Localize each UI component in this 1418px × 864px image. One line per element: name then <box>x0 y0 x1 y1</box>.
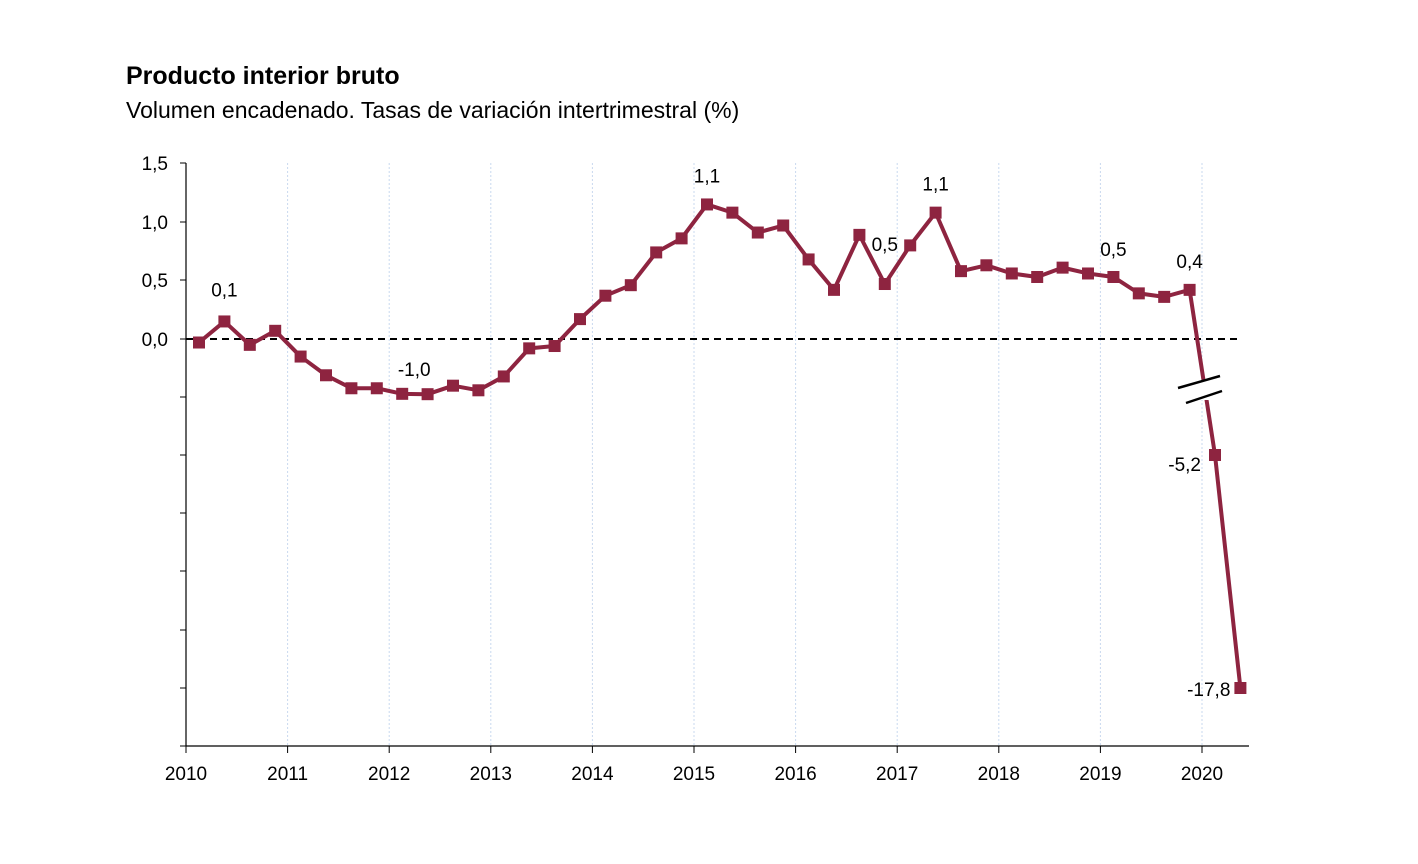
data-point-marker <box>574 313 586 326</box>
data-label: 0,5 <box>872 235 898 256</box>
data-label: 1,1 <box>922 175 948 196</box>
data-point-marker <box>320 369 332 382</box>
y-tick-label: 1,5 <box>142 154 168 175</box>
x-tick-label: 2012 <box>368 764 410 785</box>
data-point-marker <box>548 340 561 353</box>
data-point-marker <box>1082 267 1094 280</box>
data-point-marker <box>929 206 942 219</box>
data-point-marker <box>396 387 409 400</box>
data-label: -5,2 <box>1168 455 1201 476</box>
data-point-marker <box>1209 449 1221 461</box>
data-point-marker <box>599 289 612 302</box>
data-label: 1,1 <box>694 166 720 187</box>
y-tick-label: 0,0 <box>142 330 168 351</box>
data-point-marker <box>751 226 764 239</box>
data-point-marker <box>218 315 231 328</box>
data-point-marker <box>980 259 993 272</box>
x-tick-label: 2016 <box>774 764 816 785</box>
data-point-marker <box>955 265 967 278</box>
data-point-marker <box>345 382 358 395</box>
data-point-marker <box>675 232 688 245</box>
x-tick-label: 2017 <box>876 764 918 785</box>
data-point-marker <box>294 350 307 363</box>
axis-break-mark <box>1177 374 1221 390</box>
data-point-marker <box>650 246 663 259</box>
data-point-marker <box>497 370 510 383</box>
data-point-marker <box>701 198 713 211</box>
data-point-marker <box>472 384 485 397</box>
axis-break-mark <box>1185 389 1223 405</box>
data-point-marker <box>1031 270 1044 283</box>
data-point-marker <box>726 206 739 219</box>
x-tick-label: 2020 <box>1181 764 1223 785</box>
data-point-marker <box>1056 261 1069 274</box>
data-point-marker <box>828 283 840 296</box>
data-label: -1,0 <box>398 360 431 381</box>
data-label: 0,4 <box>1176 252 1203 273</box>
data-point-marker <box>243 338 256 351</box>
data-point-marker <box>1234 682 1247 694</box>
x-tick-label: 2018 <box>978 764 1020 785</box>
data-point-marker <box>269 324 282 337</box>
x-tick-label: 2013 <box>470 764 512 785</box>
data-point-marker <box>1183 283 1196 296</box>
data-point-marker <box>523 342 536 355</box>
chart-title: Producto interior bruto <box>126 62 400 90</box>
x-tick-label: 2010 <box>165 764 207 785</box>
data-point-marker <box>421 388 434 401</box>
y-tick-label: 1,0 <box>142 213 168 234</box>
data-point-marker <box>447 379 459 392</box>
x-tick-label: 2011 <box>267 764 308 785</box>
data-label: 0,5 <box>1100 240 1126 261</box>
data-point-marker <box>878 278 891 291</box>
data-point-marker <box>802 253 815 266</box>
data-point-marker <box>1158 290 1171 303</box>
data-label: 0,1 <box>211 280 237 301</box>
data-point-marker <box>777 219 790 232</box>
chart-subtitle: Volumen encadenado. Tasas de variación i… <box>126 97 740 123</box>
x-tick-label: 2019 <box>1079 764 1121 785</box>
data-point-marker <box>1132 287 1145 300</box>
data-point-marker <box>370 382 383 395</box>
data-point-marker <box>1005 267 1018 280</box>
data-point-marker <box>853 228 866 241</box>
x-tick-label: 2014 <box>571 764 614 785</box>
y-tick-label: 0,5 <box>142 271 168 292</box>
x-tick-label: 2015 <box>673 764 715 785</box>
data-point-marker <box>1107 270 1120 283</box>
data-point-marker <box>904 239 917 252</box>
data-label: -17,8 <box>1187 680 1230 701</box>
data-point-marker <box>624 279 637 292</box>
data-point-marker <box>193 336 205 349</box>
